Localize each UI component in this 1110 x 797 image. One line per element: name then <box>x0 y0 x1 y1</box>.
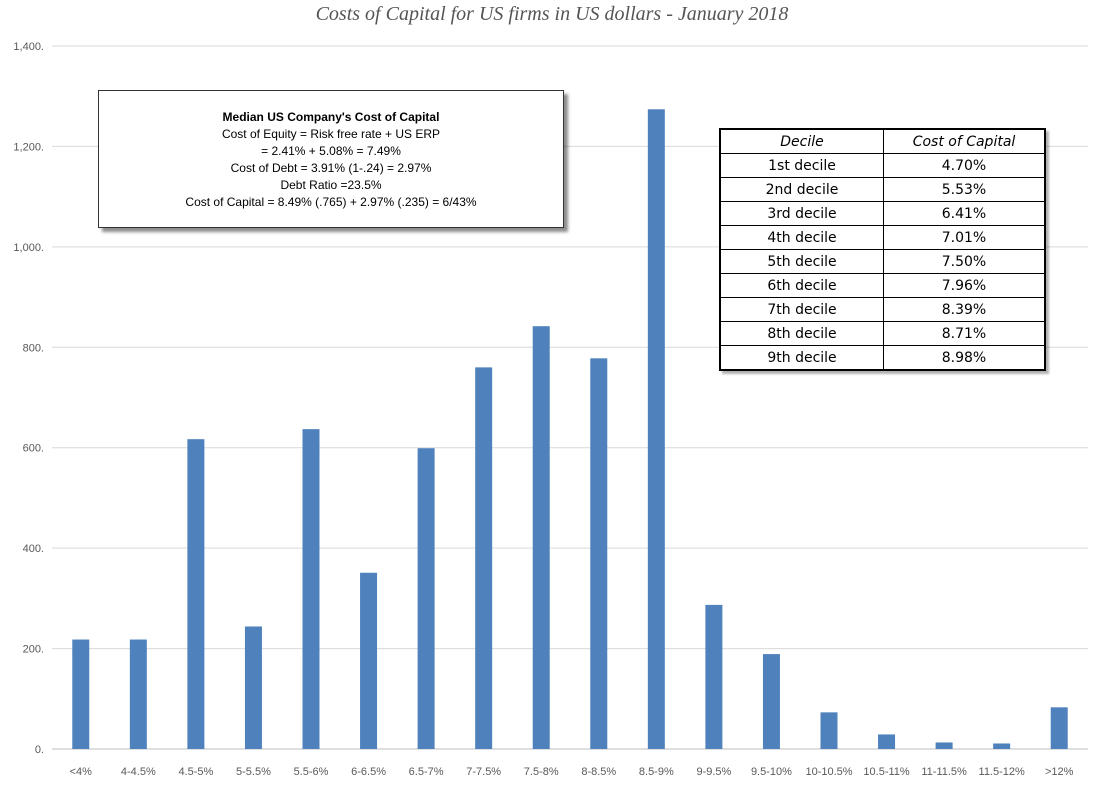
y-tick-label: 200. <box>23 644 44 656</box>
bar <box>532 326 550 749</box>
bar <box>878 734 896 749</box>
x-tick-label: 7.5-8% <box>524 766 559 778</box>
bar <box>705 604 723 749</box>
bar <box>129 639 147 749</box>
y-tick-label: 0. <box>35 744 44 756</box>
bar <box>590 358 608 749</box>
bar <box>360 572 378 749</box>
cost-cell: 7.01% <box>883 225 1046 250</box>
table-row: 5th decile 7.50% <box>719 249 1046 274</box>
y-tick-label: 800. <box>23 342 44 354</box>
bar <box>762 654 780 749</box>
table-row: 4th decile 7.01% <box>719 225 1046 250</box>
y-tick-label: 400. <box>23 543 44 555</box>
y-tick-label: 1,000. <box>13 242 44 254</box>
y-tick-label: 1,200. <box>13 141 44 153</box>
annotation-line: = 2.41% + 5.08% = 7.49% <box>261 144 401 158</box>
cost-cell: 7.96% <box>883 273 1046 298</box>
x-tick-label: 9.5-10% <box>751 766 792 778</box>
y-tick-label: 600. <box>23 443 44 455</box>
cost-cell: 7.50% <box>883 249 1046 274</box>
x-tick-label: 10-10.5% <box>805 766 852 778</box>
decile-table: Decile Cost of Capital 1st decile 4.70% 2… <box>719 128 1046 371</box>
bar <box>417 448 435 749</box>
annotation-box: Median US Company's Cost of Capital Cost… <box>98 90 564 228</box>
bar <box>935 742 953 749</box>
table-row: 6th decile 7.96% <box>719 273 1046 298</box>
decile-cell: 3rd decile <box>719 201 884 226</box>
cost-cell: 6.41% <box>883 201 1046 226</box>
y-axis-ticks: 0. 200. 400. 600. 800. 1,000. 1,200. 1,400. <box>13 41 44 756</box>
x-tick-label: 11-11.5% <box>921 766 967 778</box>
x-tick-label: 11.5-12% <box>979 766 1025 778</box>
header-decile: Decile <box>719 128 884 154</box>
table-row: 7th decile 8.39% <box>719 297 1046 322</box>
table-row: 3rd decile 6.41% <box>719 201 1046 226</box>
x-tick-label: 6-6.5% <box>351 766 386 778</box>
chart-title: Costs of Capital for US firms in US doll… <box>316 3 789 25</box>
decile-cell: 1st decile <box>719 153 884 178</box>
decile-cell: 9th decile <box>719 345 884 371</box>
cost-cell: 8.39% <box>883 297 1046 322</box>
x-tick-label: 7-7.5% <box>466 766 501 778</box>
header-cost-of-capital: Cost of Capital <box>883 128 1046 154</box>
table-row: 9th decile 8.98% <box>719 345 1046 371</box>
table-row: 8th decile 8.71% <box>719 321 1046 346</box>
decile-cell: 2nd decile <box>719 177 884 202</box>
cost-cell: 5.53% <box>883 177 1046 202</box>
x-tick-label: 5.5-6% <box>294 766 329 778</box>
decile-cell: 4th decile <box>719 225 884 250</box>
x-tick-label: >12% <box>1045 766 1074 778</box>
bar <box>302 429 320 749</box>
table-header-row: Decile Cost of Capital <box>719 128 1046 154</box>
bar <box>993 743 1011 749</box>
x-axis-ticks: <4% 4-4.5% 4.5-5% 5-5.5% 5.5-6% 6-6.5% 6.5-7% 7… <box>70 766 1074 778</box>
decile-cell: 6th decile <box>719 273 884 298</box>
x-tick-label: <4% <box>70 766 93 778</box>
table-row: 1st decile 4.70% <box>719 153 1046 178</box>
decile-cell: 7th decile <box>719 297 884 322</box>
annotation-line: Debt Ratio =23.5% <box>280 178 382 192</box>
decile-cell: 8th decile <box>719 321 884 346</box>
y-tick-label: 1,400. <box>13 41 44 53</box>
decile-cell: 5th decile <box>719 249 884 274</box>
x-tick-label: 8.5-9% <box>639 766 674 778</box>
x-tick-label: 10.5-11% <box>863 766 909 778</box>
cost-cell: 4.70% <box>883 153 1046 178</box>
annotation-line: Cost of Debt = 3.91% (1-.24) = 2.97% <box>230 161 432 175</box>
bar <box>244 626 262 749</box>
bar <box>475 367 493 749</box>
x-tick-label: 8-8.5% <box>581 766 616 778</box>
annotation-line: Cost of Capital = 8.49% (.765) + 2.97% (… <box>185 195 477 209</box>
bar <box>187 439 205 749</box>
x-tick-label: 4.5-5% <box>178 766 213 778</box>
x-tick-label: 5-5.5% <box>236 766 271 778</box>
bar <box>820 712 838 749</box>
x-tick-label: 9-9.5% <box>696 766 731 778</box>
bar <box>647 109 665 749</box>
x-tick-label: 4-4.5% <box>121 766 156 778</box>
bars <box>72 109 1068 749</box>
annotation-line: Cost of Equity = Risk free rate + US ERP <box>221 127 441 141</box>
bar <box>72 639 90 749</box>
bar <box>1050 707 1068 749</box>
cost-cell: 8.71% <box>883 321 1046 346</box>
x-tick-label: 6.5-7% <box>409 766 444 778</box>
annotation-title: Median US Company's Cost of Capital <box>222 110 440 124</box>
table-row: 2nd decile 5.53% <box>719 177 1046 202</box>
cost-cell: 8.98% <box>883 345 1046 371</box>
